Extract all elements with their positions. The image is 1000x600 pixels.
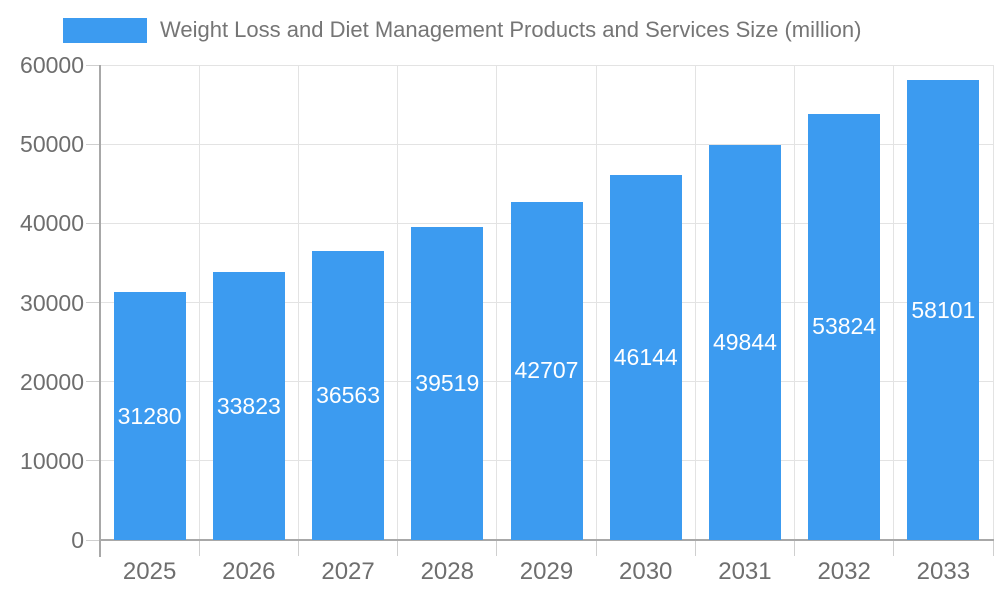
- bar-value-label: 31280: [117, 402, 182, 429]
- bar-2026[interactable]: 33823: [212, 272, 285, 540]
- y-axis-tick: [86, 222, 100, 224]
- y-axis-label: 40000: [20, 210, 84, 237]
- bar-2025[interactable]: 31280: [113, 292, 186, 540]
- gridline-vertical: [893, 65, 895, 540]
- bar-value-label: 46144: [613, 343, 678, 370]
- y-axis-tick: [86, 381, 100, 383]
- gridline-vertical: [198, 65, 200, 540]
- y-axis-label: 50000: [20, 131, 84, 158]
- x-axis-label: 2032: [817, 558, 871, 585]
- x-axis-tick: [992, 540, 994, 556]
- y-axis-tick: [86, 460, 100, 462]
- bar-value-label: 49844: [712, 329, 777, 356]
- x-axis-label: 2026: [222, 558, 276, 585]
- x-axis-label: 2029: [519, 558, 574, 585]
- gridline-vertical: [992, 65, 994, 540]
- x-axis-label: 2025: [122, 558, 177, 585]
- bar-2032[interactable]: 53824: [808, 113, 881, 540]
- y-axis-tick: [86, 302, 100, 303]
- y-axis-label: 10000: [20, 447, 84, 474]
- gridline-vertical: [694, 65, 696, 540]
- y-axis-line: [98, 65, 101, 557]
- x-axis-tick: [297, 540, 299, 556]
- x-axis-tick: [694, 540, 696, 556]
- gridline-vertical: [595, 65, 597, 540]
- y-axis-label: 0: [71, 527, 84, 553]
- legend-label: Weight Loss and Diet Management Products…: [160, 17, 862, 42]
- gridline-horizontal: [100, 64, 993, 66]
- gridline-vertical: [297, 65, 299, 540]
- x-axis-label: 2030: [619, 558, 673, 585]
- gridline-horizontal: [100, 143, 993, 145]
- bar-2031[interactable]: 49844: [708, 145, 781, 540]
- x-axis-line: [98, 539, 994, 541]
- legend-swatch-icon: [63, 17, 147, 43]
- x-axis-label: 2031: [718, 558, 772, 585]
- x-axis-tick: [198, 540, 200, 556]
- y-axis-tick: [86, 143, 100, 145]
- bar-value-label: 33823: [216, 392, 281, 419]
- y-axis-label: 30000: [20, 289, 84, 316]
- y-axis-label: 20000: [20, 368, 84, 395]
- x-axis-tick: [794, 540, 796, 556]
- bar-value-label: 42707: [514, 357, 579, 384]
- x-axis-label: 2028: [420, 558, 474, 585]
- bar-2030[interactable]: 46144: [609, 174, 682, 540]
- bar-value-label: 36563: [316, 381, 381, 408]
- x-axis-label: 2033: [916, 558, 971, 585]
- x-axis-tick: [893, 540, 895, 556]
- legend[interactable]: Weight Loss and Diet Management Products…: [63, 17, 861, 43]
- bar-value-label: 53824: [812, 313, 877, 340]
- y-axis-label: 60000: [20, 52, 84, 78]
- x-axis-tick: [397, 540, 399, 556]
- y-axis-tick: [86, 64, 100, 66]
- bar-value-label: 58101: [911, 296, 976, 323]
- gridline-vertical: [496, 65, 498, 540]
- gridline-vertical: [397, 65, 399, 540]
- bar-2029[interactable]: 42707: [510, 201, 583, 540]
- x-axis-tick: [595, 540, 597, 556]
- bar-2033[interactable]: 58101: [907, 80, 980, 540]
- x-axis-label: 2027: [321, 558, 375, 585]
- x-axis-tick: [496, 540, 498, 556]
- bar-2027[interactable]: 36563: [312, 250, 385, 540]
- y-axis-tick: [86, 539, 100, 541]
- bar-2028[interactable]: 39519: [411, 227, 484, 540]
- bar-value-label: 39519: [415, 370, 480, 397]
- gridline-vertical: [794, 65, 796, 540]
